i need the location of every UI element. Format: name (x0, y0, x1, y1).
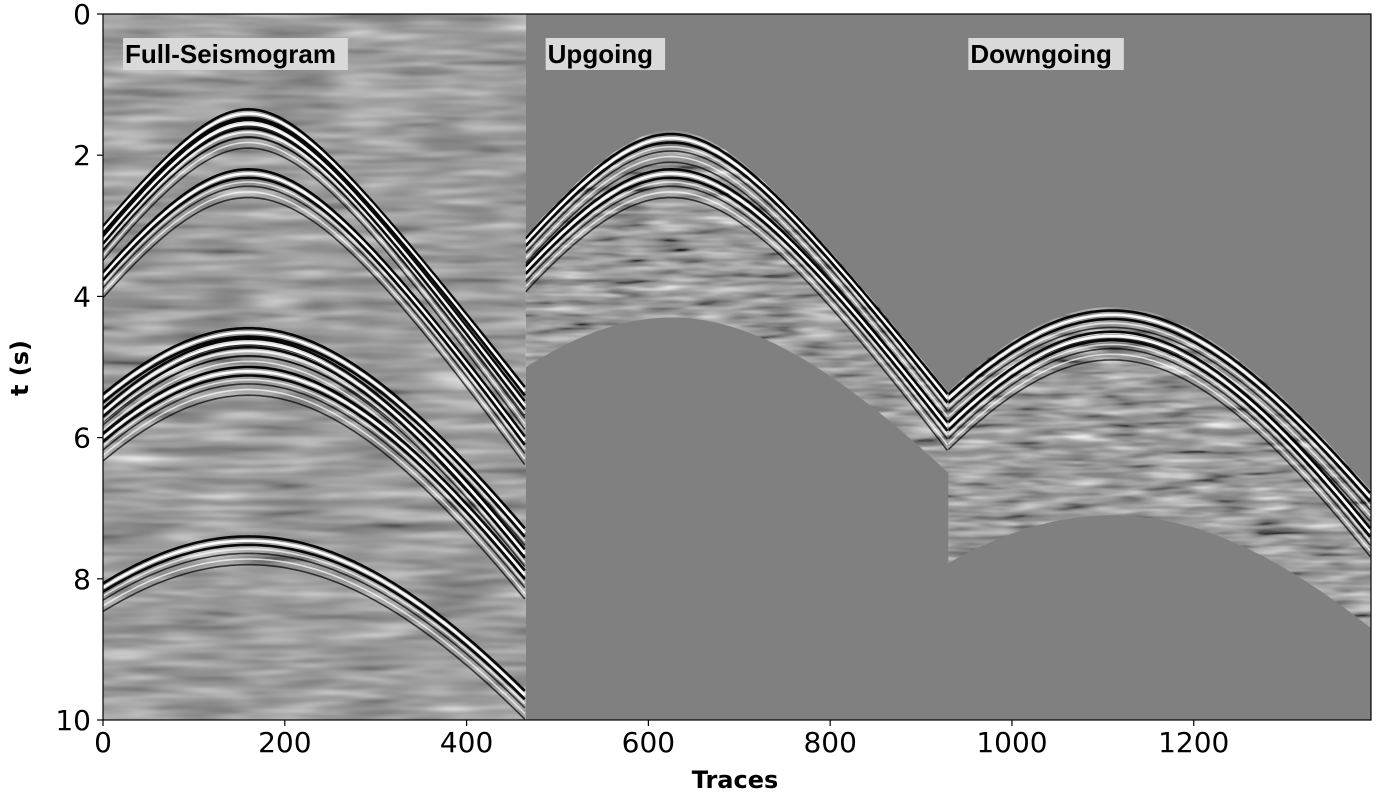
reflection-event-0-1-2 (103, 127, 526, 411)
reflection-event-2-0-0 (948, 309, 1371, 494)
reflection-event-0-6-1 (103, 539, 526, 697)
reflection-event-1-0-4 (525, 150, 949, 412)
y-tick-label: 10 (55, 704, 91, 737)
reflection-event-0-1-4 (103, 135, 526, 419)
panel-label-text: Full-Seismogram (125, 39, 336, 69)
panel-labels: Full-Seismogram Upgoing Downgoing (123, 38, 1124, 70)
reflection-event-1-1-0 (525, 167, 949, 424)
reflection-event-1-0-5 (525, 155, 949, 418)
reflection-event-2-0-3 (948, 322, 1371, 507)
reflection-event-1-1-3 (525, 181, 949, 436)
reflection-event-1-0-0 (525, 132, 949, 395)
x-tick-label: 400 (440, 726, 493, 759)
reflection-event-2-1-0 (948, 330, 1371, 530)
reflection-event-1-1-1 (525, 172, 949, 428)
reflection-event-0-2-4 (103, 185, 526, 454)
reflection-event-0-1-1 (103, 122, 526, 407)
reflection-event-0-2-3 (103, 181, 526, 450)
reflection-event-0-0-2 (103, 116, 526, 397)
panel-label-2: Downgoing (968, 38, 1124, 70)
reflection-event-0-2-2 (103, 176, 526, 446)
panel-label-1: Upgoing (545, 38, 666, 70)
panel-label-text: Upgoing (548, 39, 653, 69)
reflection-event-0-6-2 (103, 543, 526, 701)
panel-label-0: Full-Seismogram (123, 38, 348, 70)
x-tick-label: 1200 (1158, 726, 1229, 759)
reflection-event-0-3-1 (103, 331, 526, 534)
x-axis-ticks: 0 200 400 600 800 1000 1200 (94, 720, 1229, 759)
x-axis-label: Traces (692, 766, 779, 794)
reflection-event-0-4-3 (103, 350, 526, 563)
reflection-event-0-4-0 (103, 337, 526, 551)
reflection-event-1-1-4 (525, 185, 949, 440)
reflection-event-2-0-1 (948, 313, 1371, 499)
reflection-event-0-0-1 (103, 112, 526, 393)
x-tick-label: 600 (622, 726, 675, 759)
reflection-event-1-0-3 (525, 145, 949, 408)
plot-area (102, 13, 1372, 721)
x-tick-label: 0 (94, 726, 112, 759)
reflection-event-2-0-2 (948, 317, 1371, 503)
x-tick-label: 200 (258, 726, 311, 759)
panel-label-background (545, 38, 666, 70)
reflection-event-2-0-4 (948, 326, 1371, 511)
reflection-event-1-0-1 (525, 137, 949, 400)
reflection-event-1-1-6 (525, 196, 949, 451)
reflection-event-0-2-1 (103, 172, 526, 442)
reflection-event-0-6-6 (103, 563, 526, 720)
reflection-event-0-4-4 (103, 354, 526, 567)
reflection-event-1-1-2 (525, 176, 949, 432)
reflection-event-0-6-4 (103, 552, 526, 709)
reflection-event-0-6-0 (103, 535, 526, 692)
y-axis-label: t (s) (6, 340, 34, 396)
reflection-event-0-6-3 (103, 548, 526, 705)
reflection-event-0-2-5 (103, 191, 526, 460)
reflection-event-2-1-1 (948, 334, 1371, 534)
reflection-event-0-6-5 (103, 558, 526, 714)
x-tick-label: 800 (803, 726, 856, 759)
panel-label-text: Downgoing (970, 39, 1112, 69)
reflection-event-2-1-5 (948, 353, 1371, 552)
reflection-event-1-0-2 (525, 141, 949, 404)
reflection-event-0-4-1 (103, 341, 526, 555)
reflection-event-0-1-6 (103, 147, 526, 430)
reflection-event-2-1-6 (948, 359, 1371, 557)
reflection-event-0-3-0 (103, 326, 526, 530)
panel-label-background (968, 38, 1124, 70)
y-tick-label: 8 (73, 563, 91, 596)
reflection-event-0-2-6 (103, 196, 526, 466)
y-tick-label: 4 (73, 280, 91, 313)
reflection-event-2-1-3 (948, 343, 1371, 542)
reflection-event-0-5-2 (103, 374, 526, 580)
reflection-event-0-5-4 (103, 383, 526, 589)
y-tick-label: 6 (73, 422, 91, 455)
reflection-event-0-5-0 (103, 365, 526, 572)
reflection-event-2-1-4 (948, 347, 1371, 546)
y-tick-label: 0 (73, 0, 91, 31)
y-axis-ticks: 0 2 4 6 8 10 (55, 0, 103, 737)
reflection-event-0-2-0 (103, 167, 526, 438)
reflection-event-2-1-2 (948, 338, 1371, 538)
reflection-event-0-1-3 (103, 131, 526, 415)
reflection-event-0-5-3 (103, 378, 526, 584)
reflection-event-0-1-0 (103, 118, 526, 402)
reflection-event-0-0-0 (103, 107, 526, 388)
x-tick-label: 1000 (976, 726, 1047, 759)
event-layer (103, 107, 1371, 720)
reflection-event-0-4-2 (103, 345, 526, 559)
reflection-event-0-3-2 (103, 335, 526, 538)
plot-frame (102, 13, 1372, 721)
reflection-event-0-5-5 (103, 388, 526, 594)
reflection-event-0-5-6 (103, 394, 526, 600)
reflection-event-1-1-5 (525, 191, 949, 446)
panel-label-background (123, 38, 348, 70)
reflection-event-0-1-5 (103, 141, 526, 425)
reflection-event-0-5-1 (103, 369, 526, 576)
y-tick-label: 2 (73, 139, 91, 172)
